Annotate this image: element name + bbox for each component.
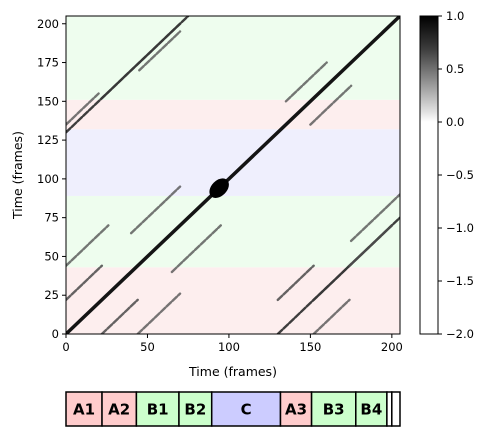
similarity-line-11	[276, 264, 315, 302]
band-3	[66, 99, 400, 130]
segment-blank-9	[391, 391, 401, 427]
x-tick-label: 100	[218, 340, 240, 354]
similarity-heatmap: 0 50 100 150 200 0 25 50 75 100 125 150 175 200 Time…	[10, 15, 403, 379]
segment-a1	[65, 391, 103, 427]
segment-label: A2	[108, 401, 130, 419]
plot-frame	[65, 15, 401, 335]
segment-b3	[310, 391, 357, 427]
x-tick-label: 150	[299, 340, 321, 354]
similarity-line-13	[348, 224, 394, 267]
colorbar-gradient	[419, 15, 439, 335]
y-tick-label: 150	[37, 94, 59, 108]
segment-a2	[101, 391, 138, 427]
colorbar: 1.0 0.5 0.0 −0.5 −1.0 −1.5 −2.0	[419, 9, 474, 341]
similarity-line-10	[170, 224, 222, 274]
segment-label: B3	[323, 401, 345, 419]
y-tick-label: 125	[37, 133, 59, 147]
segment-label: C	[241, 401, 252, 419]
band-4	[66, 16, 400, 100]
similarity-line-16	[284, 61, 328, 103]
similarity-line-9	[129, 185, 182, 235]
similarity-line-0	[66, 16, 400, 334]
y-tick-label: 50	[44, 249, 59, 263]
similarity-line-7	[136, 292, 182, 334]
x-axis-label: Time (frames)	[188, 364, 277, 379]
y-tick-label: 25	[44, 288, 59, 302]
colorbar-tick-label: −1.0	[446, 221, 474, 235]
segment-label: A1	[73, 401, 95, 419]
y-tick-label: 75	[44, 211, 59, 225]
similarity-line-15	[309, 84, 353, 126]
colorbar-tick-label: 0.5	[446, 62, 464, 76]
y-tick-label: 200	[37, 17, 59, 31]
segment-bar: A1 A2 B1 B2 C A3 B3 B4	[65, 391, 401, 427]
similarity-line-18	[349, 193, 400, 243]
colorbar-tick-label: −2.0	[446, 327, 474, 341]
x-tick-label: 200	[381, 340, 403, 354]
band-2	[66, 129, 400, 196]
x-tick-label: 0	[62, 340, 69, 354]
similarity-line-8	[66, 224, 110, 267]
y-axis-label: Time (frames)	[10, 131, 25, 220]
y-tick-label: 175	[37, 56, 59, 70]
similarity-line-12	[312, 298, 351, 334]
similarity-line-14	[138, 30, 182, 72]
colorbar-tick-label: −0.5	[446, 168, 474, 182]
similarity-line-5	[66, 264, 104, 302]
segment-label: B1	[147, 401, 169, 419]
x-tick-label: 50	[140, 340, 155, 354]
band-1	[66, 195, 400, 268]
segment-b4	[355, 391, 388, 427]
band-0	[66, 267, 400, 334]
colorbar-tick-label: 1.0	[446, 9, 464, 23]
segment-c	[210, 391, 282, 427]
segment-label: B2	[184, 401, 206, 419]
y-tick-label: 0	[52, 327, 59, 341]
colorbar-tick-label: −1.5	[446, 274, 474, 288]
similarity-line-3	[100, 22, 182, 100]
segment-label: A3	[285, 401, 307, 419]
similarity-line-6	[100, 298, 139, 334]
segment-label: B4	[360, 401, 382, 419]
colorbar-tick-label: 0.0	[446, 115, 464, 129]
similarity-blob-0	[209, 178, 229, 198]
y-tick-label: 100	[37, 172, 59, 186]
segment-a3	[279, 391, 313, 427]
similarity-line-17	[66, 92, 100, 126]
